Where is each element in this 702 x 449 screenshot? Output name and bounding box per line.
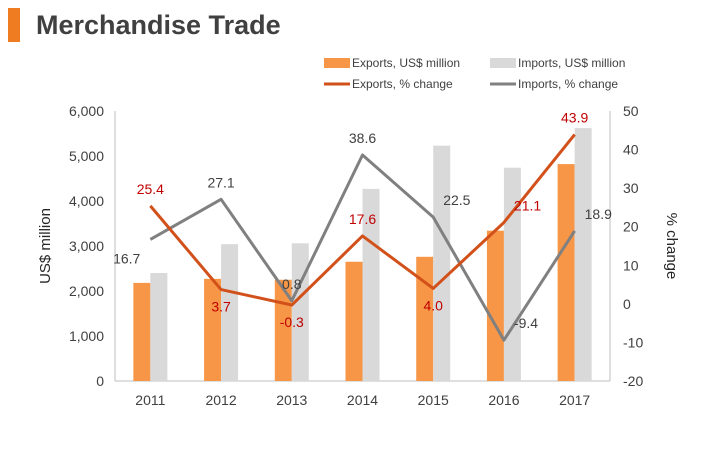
exports-bar bbox=[416, 256, 434, 381]
imports-change-label: -9.4 bbox=[514, 315, 538, 331]
x-tick-label: 2015 bbox=[418, 392, 449, 408]
exports-change-label: 17.6 bbox=[349, 211, 376, 227]
legend-exports-bar-label: Exports, US$ million bbox=[352, 56, 460, 70]
imports-bar bbox=[150, 273, 168, 381]
imports-bar bbox=[503, 167, 521, 381]
imports-bar bbox=[433, 145, 451, 381]
y-right-tick-label: 0 bbox=[623, 296, 631, 312]
page-title: Merchandise Trade bbox=[36, 10, 281, 40]
y-right-tick-label: 30 bbox=[623, 180, 639, 196]
x-tick-label: 2017 bbox=[559, 392, 590, 408]
imports-bar bbox=[362, 188, 380, 381]
exports-bar bbox=[204, 278, 222, 381]
exports-change-label: 21.1 bbox=[514, 197, 541, 213]
y-axis-title: US$ million bbox=[37, 208, 54, 284]
exports-change-label: -0.3 bbox=[280, 314, 304, 330]
y-right-tick-label: 20 bbox=[623, 219, 639, 235]
y-right-tick-label: -10 bbox=[623, 334, 643, 350]
y-tick-label: 6,000 bbox=[69, 103, 104, 119]
imports-bar bbox=[291, 243, 309, 381]
x-tick-label: 2013 bbox=[276, 392, 307, 408]
y-tick-label: 2,000 bbox=[69, 283, 104, 299]
exports-bar bbox=[345, 261, 363, 381]
exports-change-label: 3.7 bbox=[211, 299, 231, 315]
legend-imports-line-label: Imports, % change bbox=[518, 77, 618, 91]
y-tick-label: 5,000 bbox=[69, 148, 104, 164]
legend-imports-bar-label: Imports, US$ million bbox=[518, 56, 625, 70]
imports-bar bbox=[221, 244, 239, 381]
title-accent-bar bbox=[8, 8, 20, 42]
y-right-tick-label: -20 bbox=[623, 373, 643, 389]
y-tick-label: 1,000 bbox=[69, 328, 104, 344]
exports-change-label: 4.0 bbox=[423, 297, 443, 313]
imports-change-line bbox=[149, 153, 576, 342]
y-right-tick-label: 40 bbox=[623, 142, 639, 158]
exports-bar bbox=[486, 230, 504, 381]
exports-bar bbox=[557, 164, 575, 381]
imports-change-label: 38.6 bbox=[349, 130, 376, 146]
imports-change-label: 18.9 bbox=[585, 206, 612, 222]
legend-exports-bar-swatch bbox=[324, 58, 350, 68]
imports-change-label: 22.5 bbox=[443, 192, 470, 208]
exports-change-label: 25.4 bbox=[137, 181, 164, 197]
imports-change-label: 16.7 bbox=[113, 250, 140, 266]
exports-change-label: 43.9 bbox=[561, 110, 588, 126]
exports-bar bbox=[133, 282, 151, 381]
legend-imports-bar-swatch bbox=[490, 58, 516, 68]
legend-exports-line-label: Exports, % change bbox=[352, 77, 453, 91]
exports-change-line bbox=[149, 133, 576, 307]
x-tick-label: 2014 bbox=[347, 392, 378, 408]
y-tick-label: 4,000 bbox=[69, 193, 104, 209]
x-tick-label: 2012 bbox=[205, 392, 236, 408]
imports-change-label: 0.8 bbox=[282, 276, 302, 292]
imports-bar bbox=[574, 128, 592, 381]
y-right-tick-label: 50 bbox=[623, 103, 639, 119]
imports-change-label: 27.1 bbox=[207, 174, 234, 190]
y-tick-label: 0 bbox=[96, 373, 104, 389]
x-tick-label: 2011 bbox=[135, 392, 165, 408]
y-right-axis-title: % change bbox=[663, 213, 680, 280]
x-tick-label: 2016 bbox=[488, 392, 519, 408]
y-right-tick-label: 10 bbox=[623, 257, 639, 273]
y-tick-label: 3,000 bbox=[69, 238, 104, 254]
